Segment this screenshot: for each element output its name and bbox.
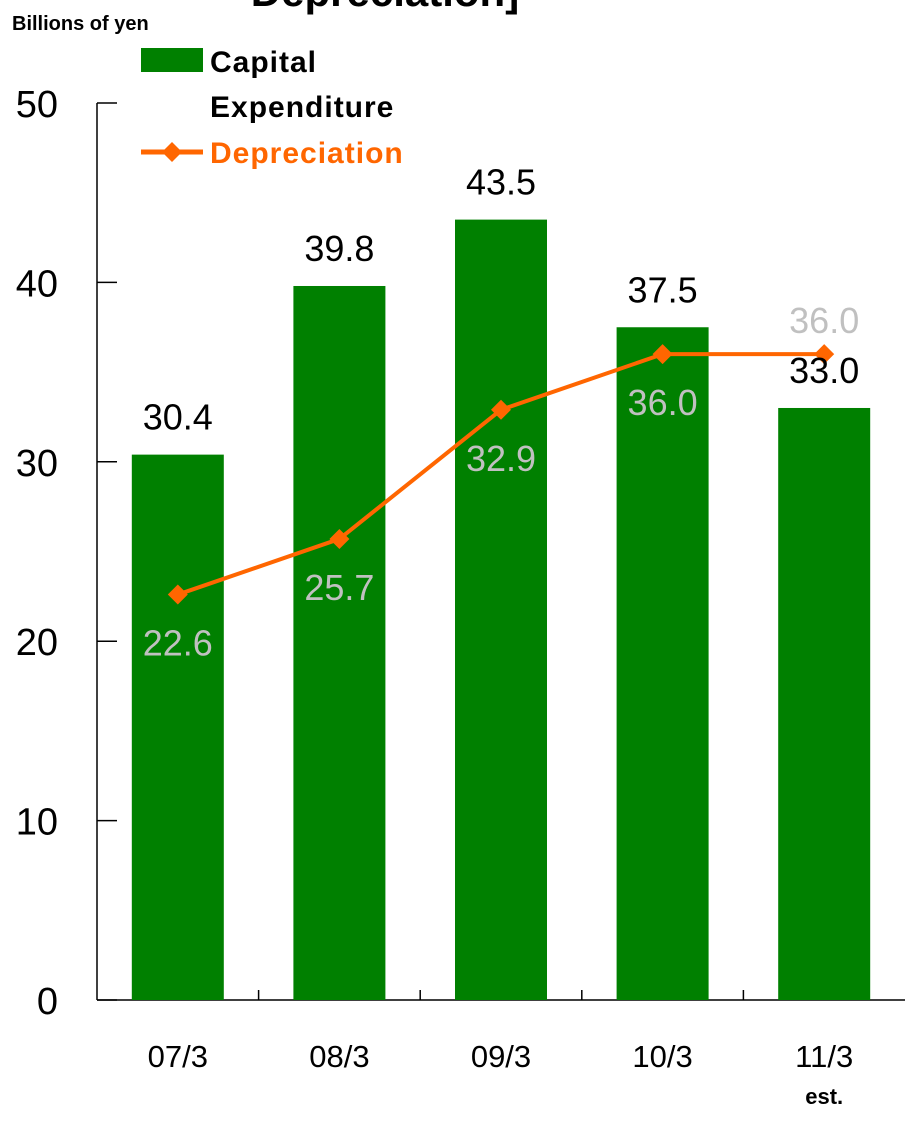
bar-value-label: 37.5 bbox=[628, 269, 698, 310]
y-tick-label: 20 bbox=[16, 622, 58, 664]
x-tick-label: 07/3 bbox=[148, 1039, 208, 1074]
depreciation-marker bbox=[329, 528, 350, 549]
legend-bar-label-line2: Expenditure bbox=[210, 91, 394, 124]
data-labels: 30.4 39.8 43.5 37.5 33.0 22.6 25.7 32.9 36.0 36.0 bbox=[143, 162, 859, 664]
x-tick-label: 08/3 bbox=[309, 1039, 369, 1074]
legend: Capital Expenditure Depreciation bbox=[141, 46, 404, 170]
x-tick-note: est. bbox=[805, 1084, 843, 1109]
bar-capital-expenditure bbox=[293, 285, 386, 1000]
x-tick-label: 10/3 bbox=[632, 1039, 692, 1074]
bar-capital-expenditure bbox=[455, 219, 547, 1001]
legend-bar-swatch bbox=[141, 48, 203, 72]
y-axis-label: Billions of yen bbox=[12, 13, 149, 35]
bar-value-label: 39.8 bbox=[304, 228, 374, 269]
depreciation-value-label: 25.7 bbox=[304, 567, 374, 608]
bar-value-label: 43.5 bbox=[466, 162, 536, 203]
legend-line-label: Depreciation bbox=[210, 137, 404, 170]
y-tick-label: 10 bbox=[16, 802, 58, 844]
depreciation-marker bbox=[167, 584, 188, 605]
bar-capital-expenditure bbox=[131, 454, 224, 1000]
legend-diamond-marker bbox=[162, 142, 182, 162]
depreciation-marker bbox=[652, 344, 673, 365]
y-tick-label: 40 bbox=[16, 263, 58, 305]
bar-capital-expenditure bbox=[778, 407, 871, 1001]
chart-title: Depreciation] bbox=[251, 0, 519, 15]
bar-value-label: 33.0 bbox=[789, 350, 859, 391]
x-tick-label: 09/3 bbox=[471, 1039, 531, 1074]
depreciation-marker bbox=[491, 399, 511, 420]
legend-bar-label-line1: Capital bbox=[210, 46, 317, 79]
bar-capital-expenditure bbox=[616, 327, 709, 1000]
y-tick-label: 30 bbox=[16, 443, 58, 485]
axes: 0 10 20 30 40 50 07/3 08/3 09/3 10/3 11/3 est. bbox=[16, 84, 905, 1109]
y-tick-label: 50 bbox=[16, 84, 58, 126]
depreciation-line bbox=[167, 344, 835, 605]
depreciation-value-label: 32.9 bbox=[466, 438, 536, 479]
bar-value-label: 30.4 bbox=[143, 397, 213, 438]
depreciation-value-label: 36.0 bbox=[789, 300, 859, 341]
y-tick-label: 0 bbox=[37, 981, 58, 1023]
bars bbox=[131, 219, 871, 1001]
depreciation-value-label: 22.6 bbox=[143, 623, 213, 664]
depreciation-marker bbox=[814, 344, 835, 365]
x-tick-label: 11/3 bbox=[795, 1039, 853, 1074]
depreciation-value-label: 36.0 bbox=[628, 382, 698, 423]
